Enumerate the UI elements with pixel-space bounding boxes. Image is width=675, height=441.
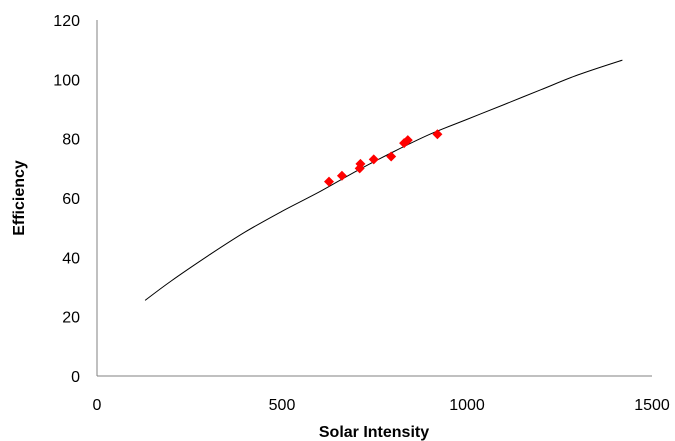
y-tick-label: 100	[53, 72, 80, 89]
data-point	[402, 135, 413, 146]
y-tick-label: 20	[62, 310, 80, 327]
x-tick-label: 0	[93, 397, 102, 414]
x-axis-title: Solar Intensity	[319, 424, 429, 441]
data-point	[386, 151, 397, 162]
trendline	[144, 59, 623, 301]
y-axis-title: Efficiency	[11, 160, 28, 236]
data-point	[432, 129, 443, 140]
x-tick-label: 500	[269, 397, 296, 414]
data-point	[323, 176, 334, 187]
plot-area: 0 20 40 60 80 100 120 0 500 1000 1500	[53, 13, 670, 414]
x-tick-labels: 0 500 1000 1500	[93, 397, 670, 414]
x-tick-label: 1500	[634, 397, 670, 414]
y-tick-label: 80	[62, 132, 80, 149]
y-tick-label: 120	[53, 13, 80, 30]
data-point	[336, 170, 347, 181]
data-point	[355, 158, 366, 169]
data-point	[368, 154, 379, 165]
y-tick-label: 0	[71, 369, 80, 386]
x-tick-label: 1000	[449, 397, 485, 414]
y-tick-label: 60	[62, 191, 80, 208]
y-tick-label: 40	[62, 250, 80, 267]
data-points	[323, 129, 443, 187]
y-tick-labels: 0 20 40 60 80 100 120	[53, 13, 80, 386]
